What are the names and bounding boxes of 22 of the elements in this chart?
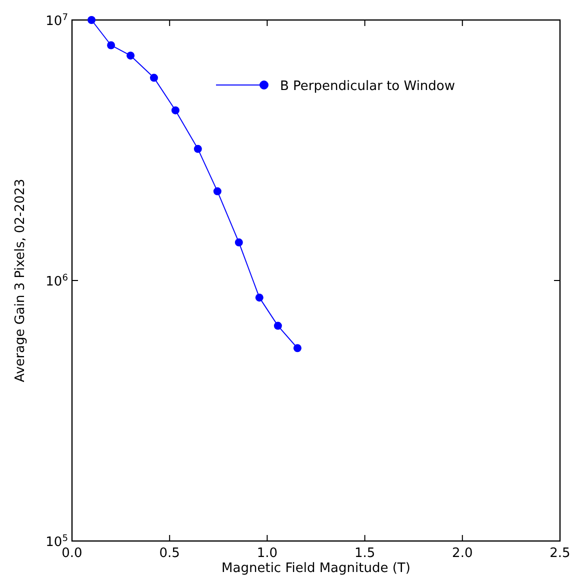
x-tick-label: 1.0: [256, 546, 278, 561]
point: [171, 106, 180, 114]
point: [274, 322, 282, 330]
point: [234, 238, 243, 246]
x-axis-title: Magnetic Field Magnitude (T): [222, 561, 410, 576]
y-tick-label: 10$^{7}$: [46, 13, 68, 29]
point: [194, 144, 202, 153]
point: [126, 52, 135, 60]
x-tick-label: 0.0: [62, 546, 82, 561]
x-tick-label: 1.5: [354, 546, 376, 561]
x-tick-label: 0.5: [159, 546, 180, 561]
point: [213, 187, 222, 196]
legend-label: B Perpendicular to Window: [280, 79, 456, 94]
y-tick-label: 10$^{6}$: [46, 274, 68, 290]
x-tick-label: 2.5: [550, 546, 570, 561]
y-axis-title: Average Gain 3 Pixels, 02-2023: [13, 178, 28, 382]
point: [88, 16, 96, 24]
x-tick-label: 2.0: [452, 546, 473, 561]
point: [150, 74, 158, 82]
point: [255, 294, 264, 302]
point: [293, 344, 302, 352]
point: [107, 41, 116, 50]
